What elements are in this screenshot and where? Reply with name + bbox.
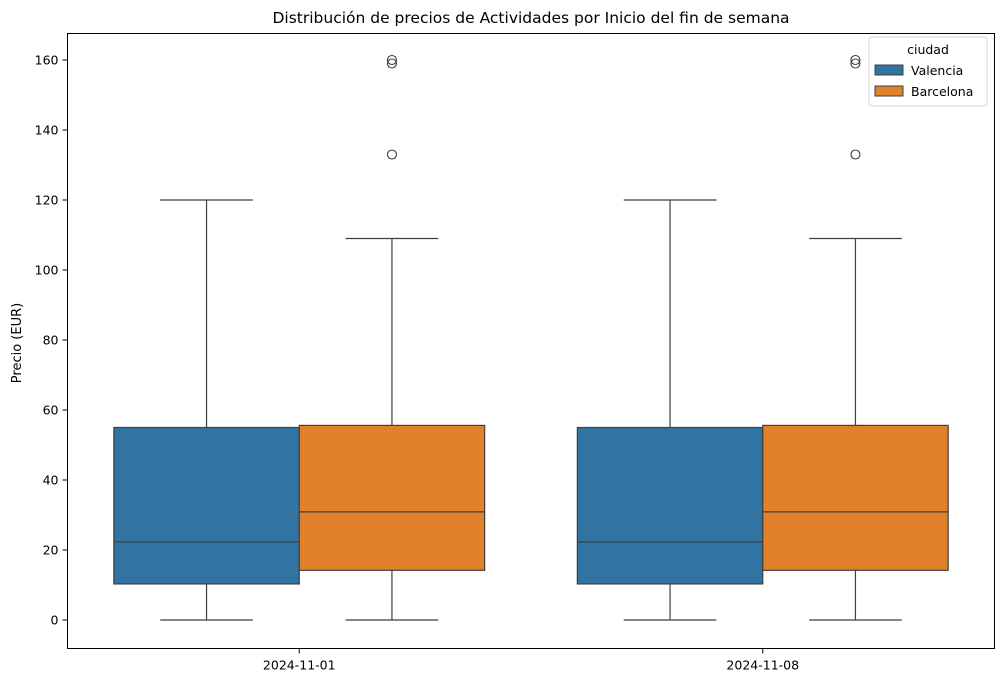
y-tick-label: 120	[35, 193, 59, 208]
legend-label-valencia: Valencia	[911, 63, 963, 78]
box-body	[576, 426, 764, 585]
y-tick-label: 140	[35, 123, 59, 138]
y-tick-label: 20	[43, 543, 59, 558]
y-tick-label: 160	[35, 53, 59, 68]
legend: ciudad Valencia Barcelona	[868, 36, 988, 107]
legend-swatch-barcelona	[874, 85, 904, 97]
x-tick-label: 2024-11-01	[263, 658, 336, 673]
y-axis: 0 20 40 60 80 100 120 140 160	[35, 53, 68, 628]
legend-title: ciudad	[907, 42, 949, 57]
plot-area	[113, 54, 949, 621]
x-tick-label: 2024-11-08	[726, 658, 799, 673]
box-body	[762, 424, 949, 571]
outlier-point	[850, 58, 861, 69]
outlier-point	[386, 54, 398, 66]
y-tick-label: 100	[35, 263, 59, 278]
x-axis: 2024-11-01 2024-11-08	[263, 648, 799, 673]
box-barcelona-2024-11-08	[762, 54, 949, 621]
y-tick-label: 40	[43, 473, 59, 488]
box-valencia-2024-11-01	[113, 199, 300, 621]
plot-frame	[67, 33, 995, 649]
chart-title: Distribución de precios de Actividades p…	[272, 9, 789, 27]
outlier-point	[850, 149, 861, 160]
y-tick-label: 60	[43, 403, 59, 418]
box-body	[113, 426, 300, 585]
y-axis-label: Precio (EUR)	[10, 303, 25, 383]
box-body	[298, 424, 486, 571]
box-valencia-2024-11-08	[576, 199, 764, 621]
outlier-point	[386, 58, 398, 69]
box-barcelona-2024-11-01	[298, 54, 486, 621]
outlier-point	[386, 149, 398, 160]
outlier-point	[850, 54, 861, 66]
legend-swatch-valencia	[874, 64, 904, 76]
y-tick-label: 0	[51, 613, 59, 628]
y-tick-label: 80	[43, 333, 59, 348]
legend-label-barcelona: Barcelona	[911, 84, 973, 99]
